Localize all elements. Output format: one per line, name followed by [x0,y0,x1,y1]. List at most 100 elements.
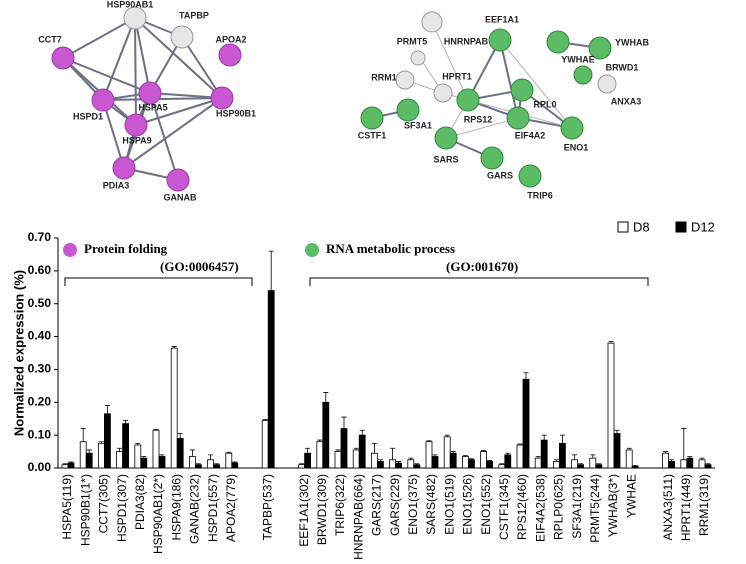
node [138,81,162,105]
error-bar [104,405,110,414]
x-tick-label: EIF4A2(538) [533,474,547,542]
node [421,11,443,33]
y-tick-label: 0.30 [28,362,52,376]
bar [261,419,269,469]
x-tick-label: ANXA3(511) [661,474,675,540]
error-bar [414,463,420,465]
error-bar [68,461,74,464]
bar [516,444,524,469]
error-bar [208,454,214,460]
error-bar [353,447,359,450]
x-tick-label: YWHAE [624,474,638,518]
node [560,116,584,140]
node-label: HNRNPAB [444,36,489,46]
error-bar [62,463,68,465]
node [123,6,147,30]
node [597,74,617,94]
node-label: GARS [487,170,513,180]
bracket [64,277,253,286]
node [518,164,542,188]
node [573,65,593,85]
error-bar [614,429,620,434]
bar-chart: Normalized expression (%) Protein foldin… [11,219,715,560]
y-tick-label: 0.50 [28,296,52,310]
bar [571,459,578,469]
node-label: CSTF1 [358,130,387,140]
y-tick-label: 0.40 [28,329,52,343]
bar [407,459,415,469]
error-bar [153,428,159,431]
node-label: RPS12 [464,114,493,124]
error-bar [232,461,238,464]
error-bar [517,443,523,445]
bar [395,462,403,469]
error-bar [596,463,602,465]
bar [698,459,706,469]
node-label: SF3A1 [404,120,432,130]
node-label: HSPA9 [122,135,151,145]
error-bar [317,439,323,442]
error-bar [626,447,632,450]
error-bar [335,449,341,452]
node-label: APOA2 [215,34,246,44]
bar [595,464,603,469]
error-bar [462,455,468,457]
network-right: PRMT5 HNRNPAB EEF1A1 YWHAE YWHAB BRWD1 A… [358,11,649,200]
bar [577,464,584,469]
error-bar [341,416,347,429]
bar [122,423,129,469]
error-bar [590,454,596,459]
bar [540,439,548,469]
x-tick-label: HNRNPAB(664) [351,474,365,560]
node-label: RPL0 [533,99,556,109]
error-bar [377,459,383,462]
x-tick-label: ENO1(375) [406,474,420,535]
bar [613,433,621,469]
error-bar [123,419,129,424]
x-tick-label: PRMT5(244) [588,474,602,543]
x-tick-label: SF3A1(219) [570,474,584,539]
bar [449,452,457,469]
x-tick-label: HSP90AB1(2*) [151,474,165,554]
bar [504,454,512,469]
node [218,43,242,67]
node [124,113,148,137]
bar [67,462,75,469]
bar [461,456,469,469]
annotation: Protein folding [84,241,168,256]
annotation-icon [305,243,319,257]
annotation-icon [63,243,77,257]
node-label: SARS [433,154,458,164]
annotation: (GO:001670) [446,259,518,274]
x-tick-label: HSP90B1(1*) [78,474,92,546]
bar [413,464,421,469]
error-bar [426,440,432,442]
bar [298,464,306,469]
x-tick-label: HSPD1(307) [115,474,129,542]
node-label: PDIA3 [103,180,130,190]
node-label: TAPBP [179,10,209,20]
error-bar [444,434,450,437]
x-tick-label: BRWD1(309) [315,474,329,545]
bar [389,459,397,469]
bar [98,442,105,469]
error-bar [323,392,329,403]
bar [231,462,239,469]
x-tick-label: RPLP0(625) [552,474,566,540]
x-tick-label: CSTF1(345) [497,474,511,540]
error-bar [80,428,86,442]
error-bar [299,463,305,465]
error-bar [141,456,147,459]
bar [158,456,166,469]
network-left: HSP90AB1 TAPBP APOA2 CCT7 HSPA5 HSPD1 HS… [38,0,256,202]
x-tick-label: TRIP6(322) [333,474,347,536]
x-tick-label: HSPA5(119) [60,474,74,540]
node [546,30,570,54]
bar [85,452,93,469]
node-label: HSPA5 [138,102,167,112]
error-bar [559,434,565,444]
node [588,36,612,60]
error-bar [117,447,123,452]
node-label: EIF4A2 [515,130,546,140]
error-bar [681,428,687,460]
